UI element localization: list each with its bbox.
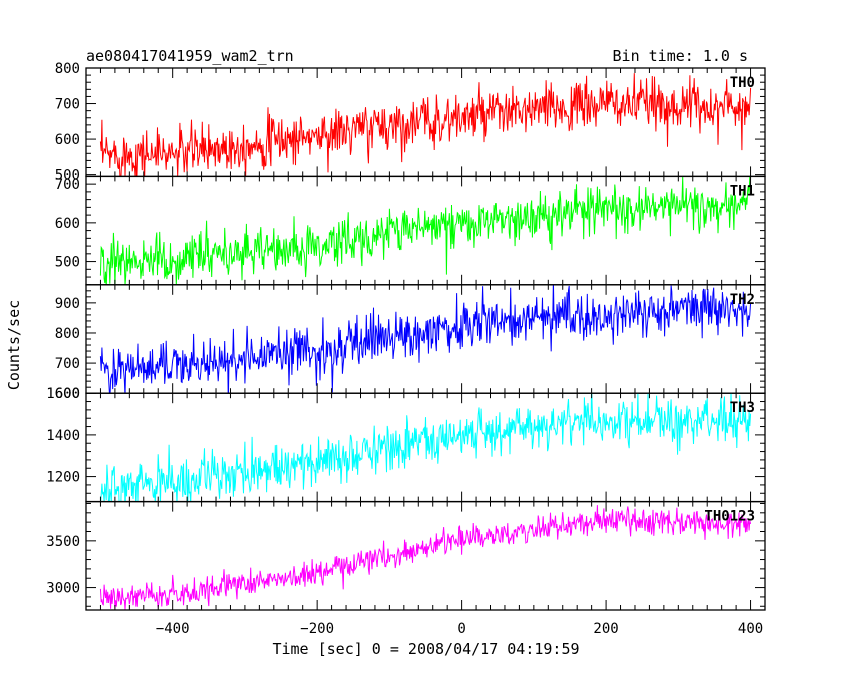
- x-tick-label: −200: [300, 621, 334, 637]
- panel-label: TH3: [730, 400, 755, 416]
- x-tick-label: 400: [738, 621, 763, 637]
- panel-frame: [85, 175, 766, 286]
- y-tick-label: 800: [55, 61, 80, 77]
- y-tick-label: 600: [55, 216, 80, 232]
- y-tick-label: 500: [55, 255, 80, 271]
- x-tick-label: 0: [457, 621, 465, 637]
- panel-label: TH1: [730, 183, 755, 199]
- x-tick-label: 200: [593, 621, 618, 637]
- panel-th1: 500 600 700 TH1: [55, 175, 766, 286]
- panel-label: TH0: [730, 75, 755, 91]
- panel-label: TH0123: [704, 509, 755, 525]
- series-line-th0123: [99, 505, 752, 610]
- y-tick-label: 1400: [46, 428, 80, 444]
- y-tick-label: 600: [55, 386, 80, 402]
- y-tick-label: 3000: [46, 581, 80, 597]
- y-tick-label: 1600: [46, 386, 80, 402]
- y-tick-label: 900: [55, 296, 80, 312]
- panel-frame: [85, 500, 766, 611]
- plot-title: ae080417041959_wam2_trn: [86, 47, 294, 65]
- bin-time-label: Bin time: 1.0 s: [613, 47, 748, 65]
- panel-th2: 600 700 800 900 TH2: [55, 284, 766, 402]
- x-tick-label: −400: [156, 621, 190, 637]
- y-tick-label: 500: [55, 168, 80, 184]
- y-tick-label: 800: [55, 326, 80, 342]
- panel-label: TH2: [730, 292, 755, 308]
- y-tick-label: 700: [55, 177, 80, 193]
- series-line-th0: [99, 73, 752, 177]
- series-line-th1: [99, 176, 751, 285]
- y-tick-label: 700: [55, 356, 80, 372]
- y-tick-label: 700: [55, 97, 80, 113]
- y-tick-label: 3500: [46, 534, 80, 550]
- y-tick-label: 600: [55, 132, 80, 148]
- panel-th0: 500 600 700 800 TH0: [55, 61, 766, 184]
- panel-stack: 500 600 700 800 TH0 500 600 700 TH1 600 700 800 900 T…: [46, 61, 766, 611]
- panel-th0123: 3000 3500 TH0123: [46, 500, 766, 611]
- y-axis-title: Counts/sec: [5, 300, 23, 390]
- series-line-th2: [99, 284, 752, 394]
- series-line-th3: [100, 393, 752, 502]
- panel-th3: 1200 1400 1600 TH3: [46, 386, 766, 503]
- x-tick-labels: −400 −200 0 200 400: [156, 621, 763, 637]
- x-axis-title: Time [sec] 0 = 2008/04/17 04:19:59: [272, 640, 579, 658]
- y-tick-label: 1200: [46, 470, 80, 486]
